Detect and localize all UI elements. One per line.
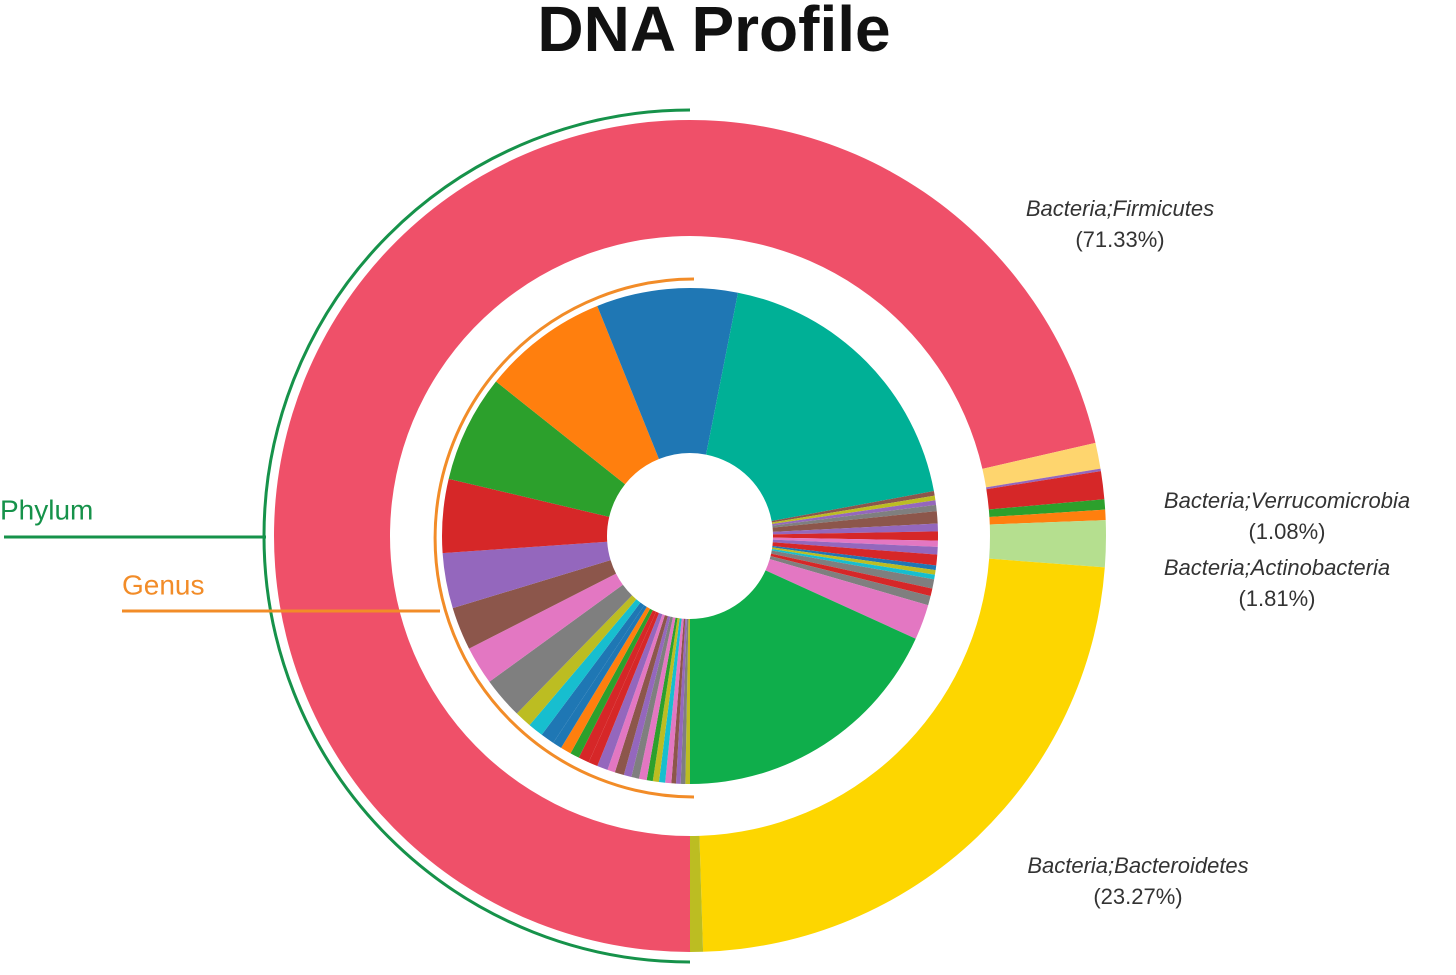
slice [772, 511, 938, 532]
slice [675, 618, 687, 784]
slice [772, 545, 937, 571]
slice [706, 292, 934, 521]
slice [771, 491, 935, 523]
slice [772, 504, 937, 528]
slice [986, 468, 1101, 490]
slice [452, 560, 617, 649]
slice [588, 611, 659, 767]
value-label: (1.08%) [1248, 519, 1325, 544]
slice-label: Bacteria;Bacteroidetes [1027, 853, 1248, 878]
slice [553, 605, 647, 748]
slice [989, 520, 1107, 568]
slice [638, 617, 676, 781]
slice [442, 478, 610, 554]
ring-label: Genus [122, 569, 205, 600]
slice [771, 547, 936, 575]
slice [448, 381, 626, 517]
slice-label: Bacteria;Verrucomicrobia [1164, 488, 1410, 513]
slice [442, 541, 611, 609]
value-label: (1.81%) [1238, 586, 1315, 611]
slice [680, 618, 689, 784]
slice [671, 618, 686, 784]
slice [489, 584, 633, 714]
slice [769, 556, 931, 606]
slice [690, 570, 916, 784]
slice [607, 614, 665, 773]
slice [699, 558, 1105, 952]
genus-bracket [433, 277, 695, 799]
slice [469, 573, 623, 682]
slice [665, 618, 684, 784]
slice [597, 287, 739, 460]
slice [771, 495, 936, 525]
slice [772, 523, 938, 535]
value-label: (23.27%) [1093, 884, 1182, 909]
slice [982, 442, 1101, 488]
slice [529, 599, 641, 735]
slice-label: Bacteria;Actinobacteria [1164, 555, 1390, 580]
slice [495, 305, 659, 485]
slice [772, 542, 938, 566]
slice [771, 548, 935, 580]
slice [772, 531, 938, 541]
slice [614, 615, 668, 776]
slice [690, 835, 704, 952]
slice [772, 500, 937, 526]
slice [516, 595, 637, 726]
slice [578, 610, 657, 763]
value-label: (71.33%) [1075, 227, 1164, 252]
slice [597, 612, 663, 770]
slice [988, 499, 1106, 518]
slice [772, 539, 938, 555]
chart-title: DNA Profile [537, 0, 890, 65]
slice [989, 509, 1106, 525]
slice [652, 618, 680, 783]
slice-label: Bacteria;Firmicutes [1026, 196, 1214, 221]
ring-label: Phylum [0, 494, 93, 525]
slice [770, 553, 933, 597]
slice [658, 618, 682, 783]
slice [631, 616, 673, 779]
slice [771, 550, 935, 589]
slice [646, 617, 678, 782]
slice [623, 615, 671, 777]
slice [570, 608, 653, 758]
slice [541, 602, 645, 743]
slice [685, 618, 690, 784]
slices [274, 120, 1107, 953]
slice [561, 606, 651, 754]
slice [765, 559, 929, 639]
slice [772, 537, 938, 547]
slice [986, 471, 1105, 510]
